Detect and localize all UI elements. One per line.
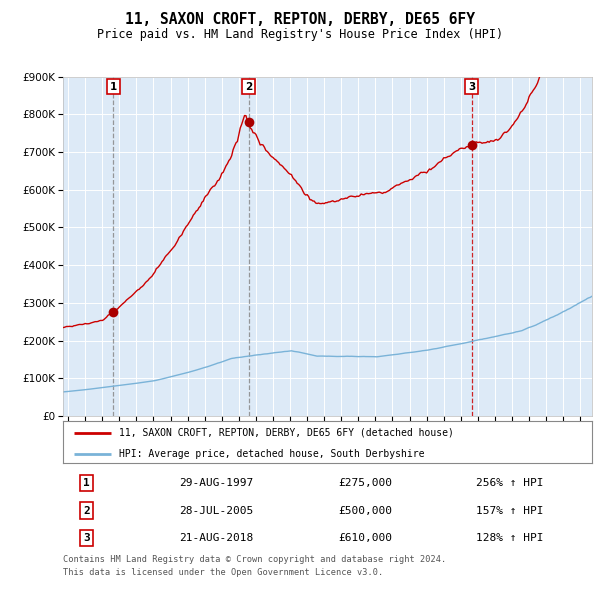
Text: 2: 2: [245, 82, 252, 92]
Text: 256% ↑ HPI: 256% ↑ HPI: [476, 478, 543, 488]
Text: 1: 1: [110, 82, 117, 92]
Text: Contains HM Land Registry data © Crown copyright and database right 2024.: Contains HM Land Registry data © Crown c…: [63, 555, 446, 563]
Text: 11, SAXON CROFT, REPTON, DERBY, DE65 6FY: 11, SAXON CROFT, REPTON, DERBY, DE65 6FY: [125, 12, 475, 27]
Text: £610,000: £610,000: [338, 533, 392, 543]
Text: 3: 3: [468, 82, 475, 92]
Text: 157% ↑ HPI: 157% ↑ HPI: [476, 506, 543, 516]
Text: 128% ↑ HPI: 128% ↑ HPI: [476, 533, 543, 543]
Text: £275,000: £275,000: [338, 478, 392, 488]
Text: This data is licensed under the Open Government Licence v3.0.: This data is licensed under the Open Gov…: [63, 568, 383, 576]
Text: 2: 2: [83, 506, 90, 516]
Text: 28-JUL-2005: 28-JUL-2005: [179, 506, 254, 516]
Text: 21-AUG-2018: 21-AUG-2018: [179, 533, 254, 543]
Text: 11, SAXON CROFT, REPTON, DERBY, DE65 6FY (detached house): 11, SAXON CROFT, REPTON, DERBY, DE65 6FY…: [119, 428, 454, 438]
Text: Price paid vs. HM Land Registry's House Price Index (HPI): Price paid vs. HM Land Registry's House …: [97, 28, 503, 41]
Text: £500,000: £500,000: [338, 506, 392, 516]
Text: 29-AUG-1997: 29-AUG-1997: [179, 478, 254, 488]
Text: 3: 3: [83, 533, 90, 543]
Text: 1: 1: [83, 478, 90, 488]
Text: HPI: Average price, detached house, South Derbyshire: HPI: Average price, detached house, Sout…: [119, 449, 424, 459]
